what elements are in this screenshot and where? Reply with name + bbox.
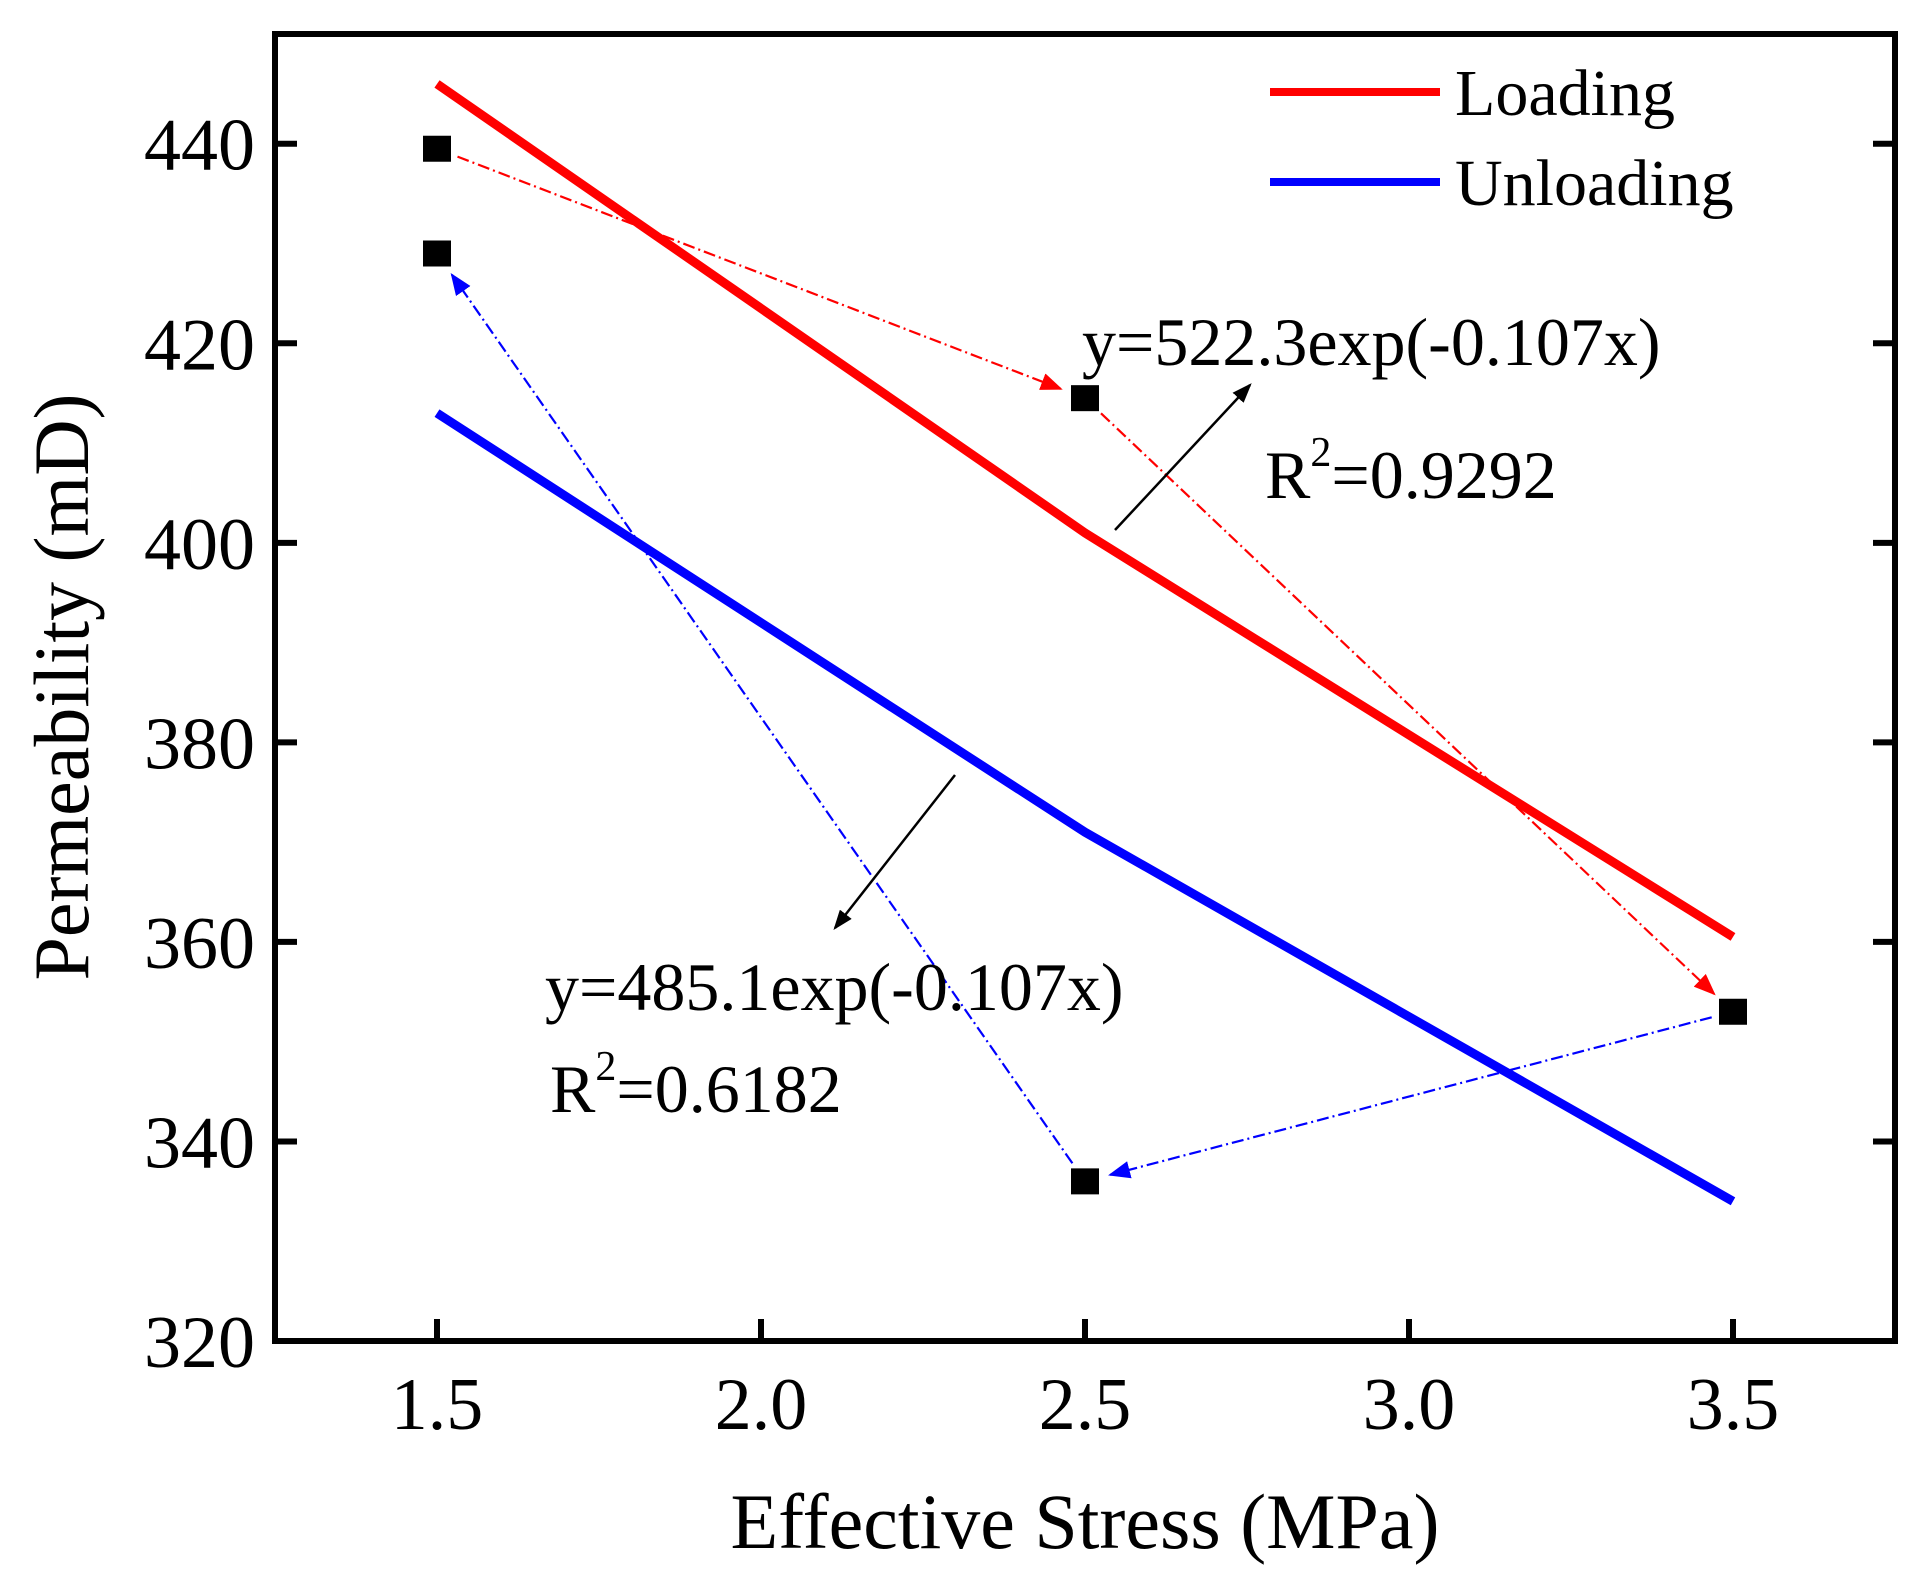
x-axis: 1.5 2.0 2.5 3.0 3.5 [391,1319,1780,1446]
loading-r2: R2=0.9292 [1265,430,1557,513]
y-tick-label: 380 [144,703,255,785]
legend-label-loading: Loading [1455,57,1675,130]
loading-r2-value: =0.9292 [1331,437,1556,513]
y-axis: 320 340 360 380 400 420 440 [144,105,1895,1384]
x-tick-label: 3.0 [1363,1364,1456,1446]
plot-frame [272,31,1898,1344]
data-point [1719,998,1747,1025]
fit-curve-loading [434,80,1736,941]
data-points [423,135,1747,1195]
sequence-path-unloading [450,272,1074,1164]
loading-annotation-arrow [1114,383,1252,531]
loading-r2-sup: 2 [1310,430,1331,476]
y-tick-label: 400 [144,504,255,586]
x-tick-label: 2.0 [715,1364,808,1446]
unloading-r2-prefix: R [550,1051,596,1127]
data-point [1071,385,1099,412]
x-tick-label: 1.5 [391,1364,484,1446]
unloading-r2-value: =0.6182 [616,1051,841,1127]
y-tick-label: 440 [144,105,255,187]
legend-label-unloading: Unloading [1455,147,1734,220]
y-tick-label: 420 [144,304,255,386]
loading-r2-prefix: R [1265,437,1311,513]
x-tick-label: 3.5 [1687,1364,1780,1446]
loading-equation: y=522.3exp(-0.107x) [1082,304,1660,380]
x-axis-title: Effective Stress (MPa) [730,1478,1439,1565]
annotation-unloading: y=485.1exp(-0.107x) R2=0.6182 [545,774,1123,1127]
fit-curve-unloading [434,409,1736,1206]
unloading-annotation-arrow [833,774,956,930]
unloading-r2: R2=0.6182 [550,1044,842,1127]
sequence-paths [450,155,1716,1179]
annotation-loading: y=522.3exp(-0.107x) R2=0.9292 [1082,304,1660,531]
unloading-r2-sup: 2 [595,1044,616,1090]
data-point [423,240,451,267]
data-point [1071,1168,1099,1195]
y-tick-label: 360 [144,903,255,985]
sequence-path-loading [457,155,1063,390]
sequence-path-loading [1100,412,1716,996]
fit-curves [434,80,1736,1206]
data-point [423,135,451,162]
sequence-path-unloading [1108,1016,1712,1179]
y-tick-label: 320 [144,1302,255,1384]
y-axis-title: Permeability (mD) [18,393,105,980]
legend: Loading Unloading [1270,57,1734,220]
y-tick-label: 340 [144,1102,255,1184]
x-tick-label: 2.5 [1039,1364,1132,1446]
unloading-equation: y=485.1exp(-0.107x) [545,949,1123,1025]
